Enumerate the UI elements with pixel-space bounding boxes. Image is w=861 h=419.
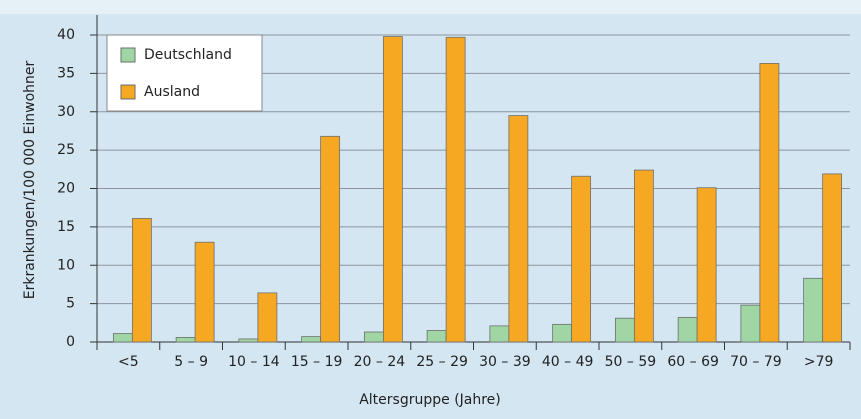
y-tick-label: 40 — [57, 27, 75, 43]
bar — [320, 135, 341, 343]
bar — [194, 241, 215, 343]
y-tick-label: 5 — [66, 296, 75, 312]
bar — [677, 317, 698, 343]
bar — [803, 277, 824, 343]
bar — [633, 169, 654, 343]
bar — [257, 292, 278, 343]
x-tick-label: <5 — [118, 354, 139, 370]
bar — [508, 115, 529, 343]
x-axis-label: Altersgruppe (Jahre) — [359, 392, 501, 408]
x-tick-label: 20 – 24 — [354, 354, 406, 370]
y-tick-label: 15 — [57, 219, 75, 235]
bar — [445, 36, 466, 343]
x-tick-label: 15 – 19 — [291, 354, 343, 370]
x-tick-label: 25 – 29 — [416, 354, 468, 370]
bar — [571, 175, 592, 343]
x-tick-label: 70 – 79 — [730, 354, 782, 370]
y-axis-label: Erkrankungen/100 000 Einwohner — [22, 61, 38, 300]
x-tick-label: 40 – 49 — [542, 354, 594, 370]
legend-label: Ausland — [144, 84, 200, 100]
y-tick-label: 35 — [57, 65, 75, 81]
legend-swatch — [120, 84, 136, 100]
bar — [382, 36, 403, 343]
y-tick-label: 0 — [66, 334, 75, 350]
bar — [552, 323, 573, 343]
x-tick-label: 50 – 59 — [605, 354, 657, 370]
bar — [614, 317, 635, 343]
x-tick-label: 30 – 39 — [479, 354, 531, 370]
bar — [131, 218, 152, 343]
bar — [759, 62, 780, 343]
bar — [238, 338, 259, 343]
bar — [426, 330, 447, 343]
x-tick-label: >79 — [804, 354, 834, 370]
bar — [696, 187, 717, 343]
y-tick-label: 20 — [57, 181, 75, 197]
y-tick-label: 10 — [57, 257, 75, 273]
bar — [363, 331, 384, 343]
bar — [822, 173, 843, 343]
bar — [489, 325, 510, 343]
y-tick-label: 25 — [57, 142, 75, 158]
legend-swatch — [120, 47, 136, 63]
bar — [301, 336, 322, 343]
y-tick-label: 30 — [57, 104, 75, 120]
x-tick-label: 60 – 69 — [667, 354, 719, 370]
x-tick-label: 10 – 14 — [228, 354, 280, 370]
top-band — [0, 0, 861, 14]
x-tick-label: 5 – 9 — [174, 354, 208, 370]
bar — [175, 336, 196, 343]
bar — [740, 304, 761, 343]
legend-label: Deutschland — [144, 47, 232, 63]
bar — [112, 333, 133, 343]
